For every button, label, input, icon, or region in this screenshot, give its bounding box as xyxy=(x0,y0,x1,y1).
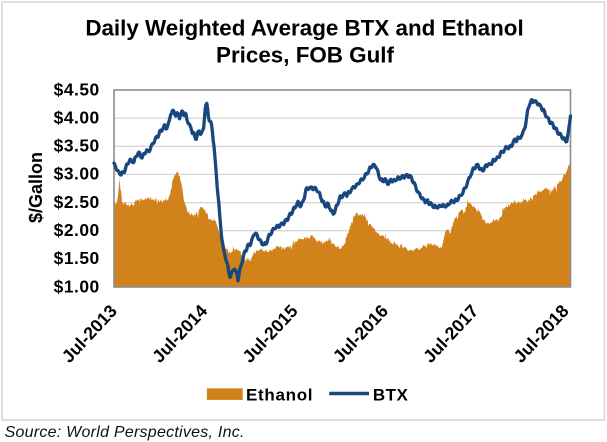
svg-text:$1.50: $1.50 xyxy=(54,248,100,268)
svg-text:$2.00: $2.00 xyxy=(54,220,100,240)
svg-text:$/Gallon: $/Gallon xyxy=(26,152,46,223)
svg-text:Source: World Perspectives, In: Source: World Perspectives, Inc. xyxy=(5,424,245,441)
svg-text:Daily Weighted Average BTX and: Daily Weighted Average BTX and Ethanol xyxy=(85,15,523,40)
svg-text:Ethanol: Ethanol xyxy=(246,385,313,404)
svg-text:$4.00: $4.00 xyxy=(54,107,100,127)
svg-text:$1.00: $1.00 xyxy=(54,276,100,296)
svg-text:BTX: BTX xyxy=(373,385,409,404)
svg-text:$2.50: $2.50 xyxy=(54,192,100,212)
svg-text:$4.50: $4.50 xyxy=(54,79,100,99)
svg-text:$3.50: $3.50 xyxy=(54,136,100,156)
svg-text:$3.00: $3.00 xyxy=(54,164,100,184)
svg-text:Prices, FOB Gulf: Prices, FOB Gulf xyxy=(216,42,394,67)
